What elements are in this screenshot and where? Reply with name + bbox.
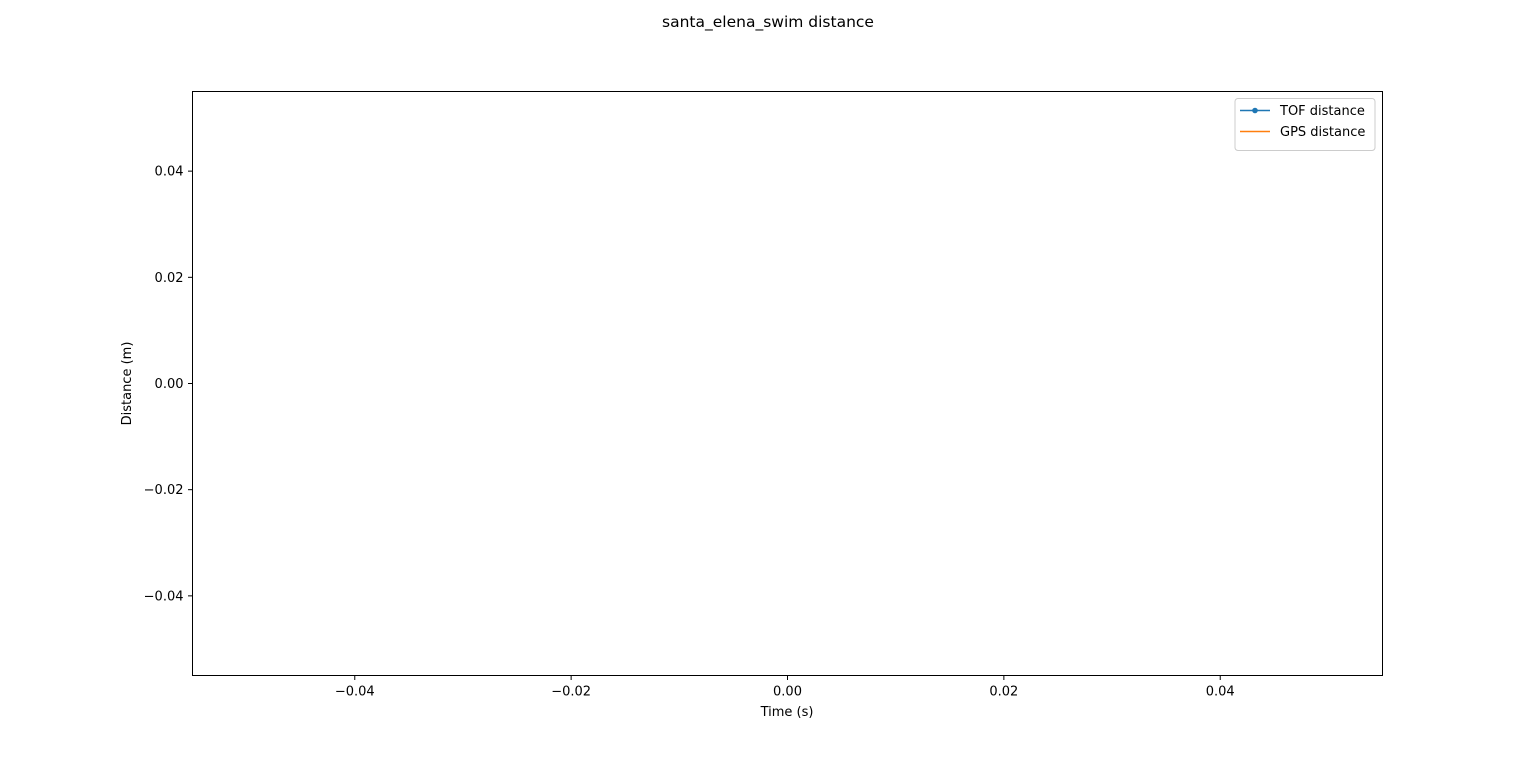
legend-label-0: TOF distance bbox=[1279, 104, 1365, 119]
x-axis-ticks: −0.04 −0.02 0.00 0.02 0.04 bbox=[335, 675, 1235, 700]
x-tick-label: −0.02 bbox=[551, 685, 591, 700]
legend-marker-0 bbox=[1252, 107, 1258, 114]
legend: TOF distance GPS distance bbox=[1234, 98, 1376, 151]
x-tick-label: 0.04 bbox=[1206, 685, 1235, 700]
axes-frame bbox=[192, 91, 1383, 676]
y-tick-label: 0.02 bbox=[155, 271, 184, 286]
y-tick-label: −0.02 bbox=[144, 483, 184, 498]
x-tick-label: 0.00 bbox=[773, 685, 802, 700]
x-tick-label: −0.04 bbox=[335, 685, 375, 700]
y-tick-label: 0.00 bbox=[155, 377, 184, 392]
x-axis-label: Time (s) bbox=[760, 705, 814, 720]
y-tick-label: −0.04 bbox=[144, 589, 184, 604]
chart-title: santa_elena_swim distance bbox=[662, 13, 874, 32]
legend-box bbox=[1234, 98, 1376, 151]
x-tick-label: 0.02 bbox=[989, 685, 1018, 700]
legend-label-1: GPS distance bbox=[1280, 125, 1365, 140]
y-tick-label: 0.04 bbox=[155, 165, 184, 180]
y-axis-label: Distance (m) bbox=[120, 342, 135, 426]
y-axis-ticks: 0.04 0.02 0.00 −0.02 −0.04 bbox=[144, 165, 193, 604]
